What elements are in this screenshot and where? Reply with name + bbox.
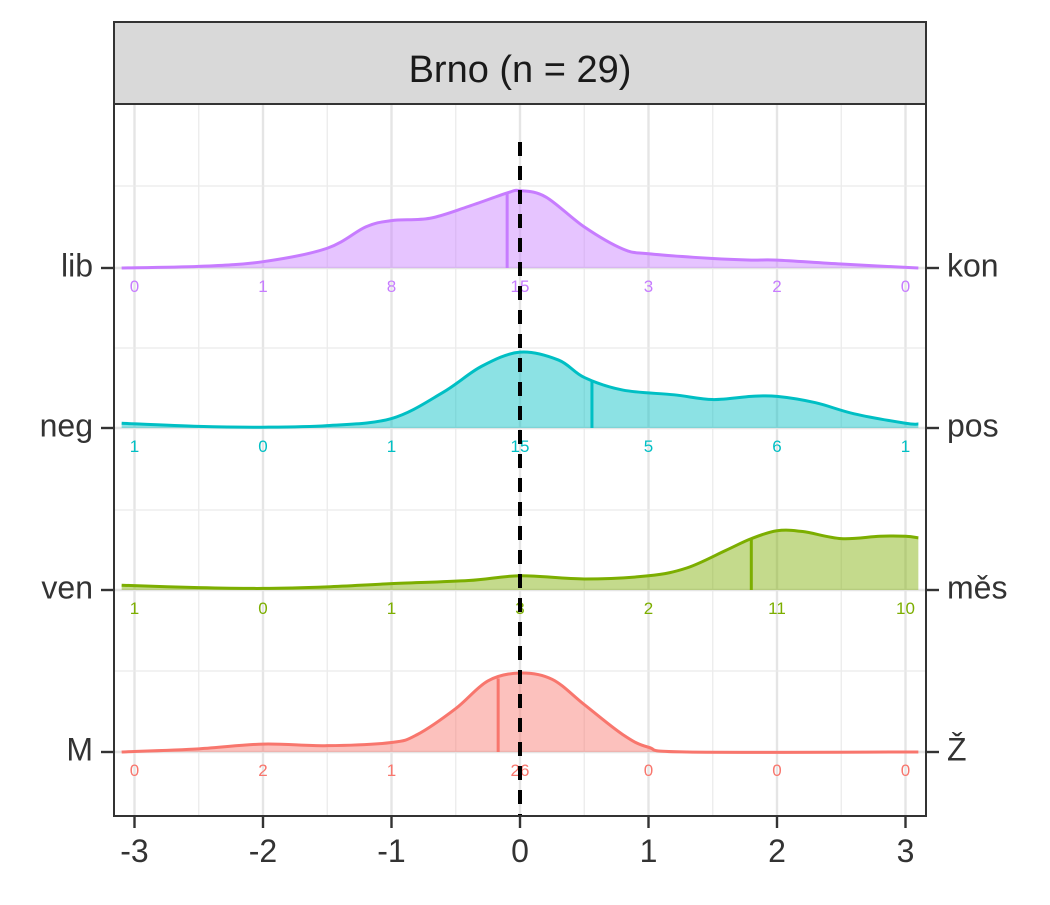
count-label: 5 xyxy=(644,437,653,456)
count-label: 2 xyxy=(772,277,781,296)
count-label: 2 xyxy=(258,761,267,780)
count-label: 1 xyxy=(130,437,139,456)
density-line xyxy=(121,350,919,429)
y-label-right: pos xyxy=(947,407,999,443)
y-label-left: ven xyxy=(41,569,93,605)
ridge-ven: 101321110 xyxy=(121,528,919,618)
density-area xyxy=(121,530,919,590)
x-tick-label: 1 xyxy=(640,833,658,869)
density-area xyxy=(121,190,919,268)
axis-layer: lib kon neg pos ven měs M Ž -3 -2 -1 0 1 2 3 xyxy=(40,247,1008,869)
y-label-right: Ž xyxy=(947,731,967,767)
chart-title: Brno (n = 29) xyxy=(409,49,632,91)
density-line xyxy=(121,671,919,754)
count-label: 1 xyxy=(387,437,396,456)
count-label: 0 xyxy=(258,437,267,456)
count-label: 3 xyxy=(644,277,653,296)
x-tick-label: -2 xyxy=(249,833,277,869)
count-label: 1 xyxy=(258,277,267,296)
count-label: 10 xyxy=(896,599,915,618)
count-label: 0 xyxy=(901,761,910,780)
count-label: 2 xyxy=(644,599,653,618)
ridge-M: 02126000 xyxy=(121,671,919,780)
y-label-left: lib xyxy=(61,247,93,283)
count-label: 1 xyxy=(130,599,139,618)
count-label: 0 xyxy=(258,599,267,618)
y-label-left: neg xyxy=(40,407,93,443)
y-label-right: kon xyxy=(947,247,999,283)
count-label: 1 xyxy=(387,599,396,618)
count-label: 11 xyxy=(768,599,786,618)
count-label: 0 xyxy=(130,761,139,780)
count-label: 0 xyxy=(130,277,139,296)
x-tick-label: 2 xyxy=(768,833,786,869)
density-area xyxy=(121,672,919,753)
y-label-left: M xyxy=(66,731,93,767)
count-label: 15 xyxy=(511,437,530,456)
count-label: 1 xyxy=(901,437,910,456)
count-label: 8 xyxy=(387,277,396,296)
x-tick-label: 0 xyxy=(511,833,529,869)
count-label: 0 xyxy=(772,761,781,780)
count-label: 0 xyxy=(644,761,653,780)
x-tick-label: 3 xyxy=(897,833,915,869)
facet-strip xyxy=(113,21,927,105)
x-tick-label: -3 xyxy=(120,833,148,869)
y-label-right: měs xyxy=(947,569,1007,605)
count-label: 6 xyxy=(772,437,781,456)
count-label: 1 xyxy=(387,761,396,780)
count-label: 0 xyxy=(901,277,910,296)
x-tick-label: -1 xyxy=(377,833,405,869)
density-line xyxy=(121,528,919,590)
